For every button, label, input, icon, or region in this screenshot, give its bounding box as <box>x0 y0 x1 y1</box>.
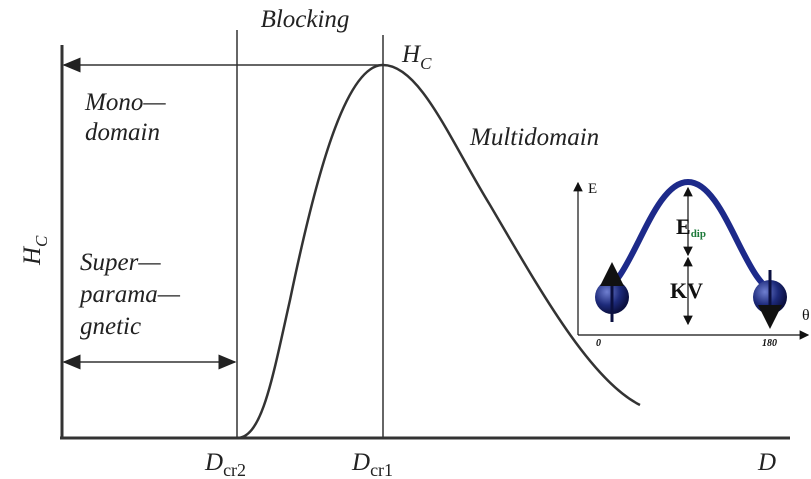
y-main: H <box>19 245 46 266</box>
dcr2-sub: cr2 <box>223 460 246 479</box>
dcr1-main: D <box>351 449 370 476</box>
dcr2-main: D <box>204 449 223 476</box>
hc-curve <box>236 63 641 440</box>
peak-sub: C <box>420 54 432 73</box>
edip-label: Edip <box>676 214 706 240</box>
peak-main: H <box>401 41 422 68</box>
inset-x-start: 0 <box>596 338 601 349</box>
kv-label: KV <box>670 278 703 303</box>
inset: E Edip KV 0 180 θ <box>573 178 810 349</box>
dcr2-label: Dcr2 <box>204 449 246 479</box>
energy-curve <box>597 178 779 295</box>
multidomain-label: Multidomain <box>469 124 599 151</box>
inset-x-label: θ <box>802 307 810 324</box>
mono-2: domain <box>85 119 160 146</box>
edip-sub: dip <box>691 228 706 240</box>
inset-x-end: 180 <box>762 338 777 349</box>
inset-y-label: E <box>588 181 597 197</box>
y-sub: C <box>32 235 51 247</box>
dcr1-sub: cr1 <box>370 460 393 479</box>
main-plot <box>60 30 790 440</box>
x-axis-label: D <box>757 449 776 476</box>
peak-label: HC <box>401 41 432 73</box>
super-1: Super— <box>80 249 161 276</box>
y-axis-label: HC <box>19 235 51 266</box>
mono-1: Mono— <box>84 89 166 116</box>
super-3: gnetic <box>80 313 141 340</box>
super-2: parama— <box>78 281 181 308</box>
edip-main: E <box>676 214 691 239</box>
blocking-label: Blocking <box>261 6 350 33</box>
dcr1-label: Dcr1 <box>351 449 393 479</box>
